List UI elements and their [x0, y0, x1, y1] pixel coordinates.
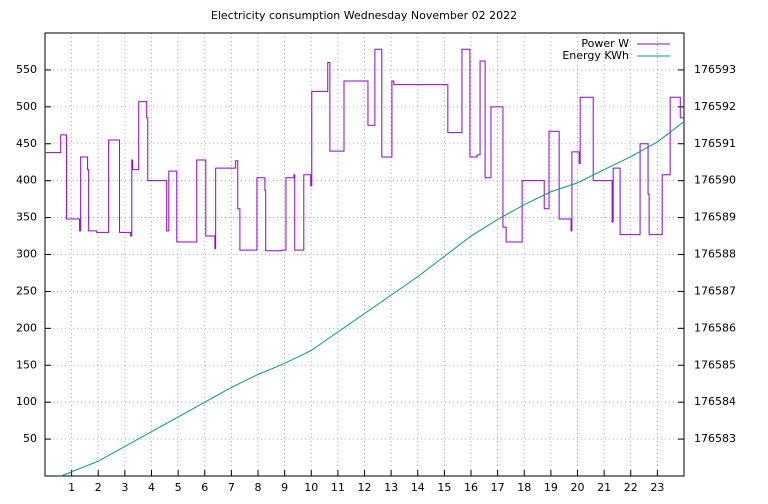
legend-label: Energy KWh — [562, 49, 629, 62]
y-tick-label: 50 — [23, 432, 37, 445]
y2-tick-label: 176593 — [694, 63, 736, 76]
y2-tick-label: 176584 — [694, 395, 736, 408]
y-tick-label: 300 — [16, 248, 37, 261]
x-tick-label: 1 — [68, 481, 75, 494]
x-tick-label: 6 — [201, 481, 208, 494]
x-tick-label: 8 — [255, 481, 262, 494]
x-tick-label: 18 — [517, 481, 531, 494]
series-line — [60, 121, 685, 477]
y-tick-label: 450 — [16, 137, 37, 150]
x-tick-label: 17 — [491, 481, 505, 494]
y-tick-label: 400 — [16, 174, 37, 187]
x-tick-label: 7 — [228, 481, 235, 494]
x-tick-label: 19 — [544, 481, 558, 494]
x-tick-label: 22 — [624, 481, 638, 494]
chart-title: Electricity consumption Wednesday Novemb… — [211, 9, 517, 22]
x-tick-label: 9 — [281, 481, 288, 494]
x-tick-label: 14 — [411, 481, 425, 494]
x-tick-label: 5 — [175, 481, 182, 494]
y2-tick-label: 176589 — [694, 211, 736, 224]
y2-tick-label: 176588 — [694, 248, 736, 261]
y-tick-label: 200 — [16, 321, 37, 334]
x-tick-label: 3 — [121, 481, 128, 494]
y2-tick-label: 176585 — [694, 358, 736, 371]
x-tick-label: 20 — [571, 481, 585, 494]
y-tick-label: 100 — [16, 395, 37, 408]
y-tick-label: 500 — [16, 100, 37, 113]
x-tick-label: 4 — [148, 481, 155, 494]
x-tick-label: 12 — [358, 481, 372, 494]
y-tick-label: 550 — [16, 63, 37, 76]
y2-tick-label: 176590 — [694, 174, 736, 187]
x-tick-label: 11 — [331, 481, 345, 494]
x-tick-label: 21 — [597, 481, 611, 494]
y2-tick-label: 176586 — [694, 321, 736, 334]
y-tick-label: 150 — [16, 358, 37, 371]
y-tick-label: 350 — [16, 211, 37, 224]
x-tick-label: 13 — [384, 481, 398, 494]
y2-tick-label: 176591 — [694, 137, 736, 150]
y-tick-label: 250 — [16, 284, 37, 297]
x-tick-label: 15 — [437, 481, 451, 494]
plot-frame — [44, 32, 685, 477]
series-line — [45, 48, 684, 252]
y2-tick-label: 176583 — [694, 432, 736, 445]
y2-tick-label: 176592 — [694, 100, 736, 113]
x-tick-label: 23 — [650, 481, 664, 494]
legend-label: Power W — [581, 37, 629, 50]
x-tick-label: 16 — [464, 481, 478, 494]
y2-tick-label: 176587 — [694, 284, 736, 297]
x-tick-label: 10 — [304, 481, 318, 494]
x-tick-label: 2 — [95, 481, 102, 494]
